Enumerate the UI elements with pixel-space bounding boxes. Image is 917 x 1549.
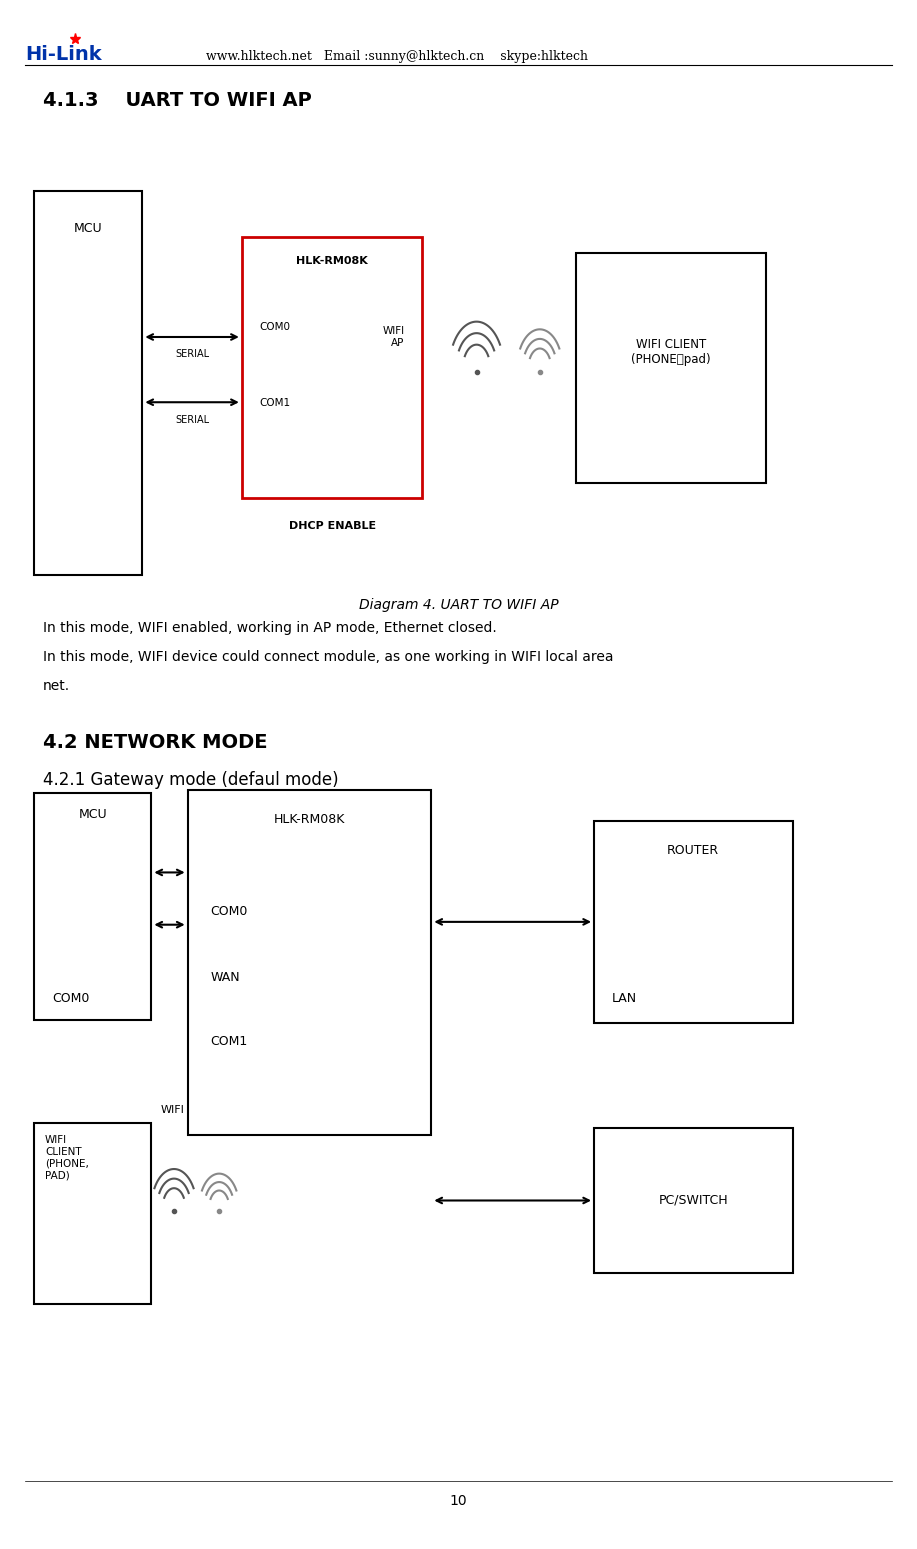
Text: HLK-RM08K: HLK-RM08K [274,813,345,826]
Bar [594,821,792,1024]
Text: MCU: MCU [79,809,107,821]
Text: COM1: COM1 [210,1035,248,1049]
Text: 4.1.3    UART TO WIFI AP: 4.1.3 UART TO WIFI AP [43,91,312,110]
Bar [34,191,142,575]
Text: COM0: COM0 [210,905,248,919]
Text: WIFI CLIENT
(PHONE、pad): WIFI CLIENT (PHONE、pad) [631,338,711,367]
Text: Hi-Link: Hi-Link [25,45,102,65]
Bar [188,790,431,1135]
Text: WIFI
CLIENT
(PHONE,
PAD): WIFI CLIENT (PHONE, PAD) [45,1135,89,1180]
Bar [242,237,423,499]
Text: PC/SWITCH: PC/SWITCH [658,1194,728,1207]
Text: WAN: WAN [210,971,239,984]
Text: 4.2.1 Gateway mode (defaul mode): 4.2.1 Gateway mode (defaul mode) [43,771,338,790]
Text: LAN: LAN [612,991,637,1005]
Text: COM1: COM1 [260,398,291,409]
Bar [576,252,766,483]
Text: 10: 10 [449,1495,468,1509]
Text: HLK-RM08K: HLK-RM08K [296,256,368,265]
Text: SERIAL: SERIAL [175,349,209,359]
Text: In this mode, WIFI device could connect module, as one working in WIFI local are: In this mode, WIFI device could connect … [43,651,613,665]
Text: 4.2 NETWORK MODE: 4.2 NETWORK MODE [43,733,268,753]
Text: Diagram 4. UART TO WIFI AP: Diagram 4. UART TO WIFI AP [359,598,558,612]
Text: net.: net. [43,680,71,694]
Text: ROUTER: ROUTER [668,844,719,857]
Bar [34,1123,151,1304]
Bar [34,793,151,1021]
Text: www.hlktech.net   Email :sunny@hlktech.cn    skype:hlktech: www.hlktech.net Email :sunny@hlktech.cn … [205,50,588,64]
Text: COM0: COM0 [260,322,291,331]
Text: In this mode, WIFI enabled, working in AP mode, Ethernet closed.: In this mode, WIFI enabled, working in A… [43,621,497,635]
Text: WIFI: WIFI [160,1106,184,1115]
Bar [594,1128,792,1273]
Text: COM0: COM0 [52,991,90,1005]
Text: SERIAL: SERIAL [175,415,209,424]
Text: DHCP ENABLE: DHCP ENABLE [289,520,376,531]
Text: WIFI
AP: WIFI AP [382,327,404,349]
Text: MCU: MCU [74,222,103,235]
